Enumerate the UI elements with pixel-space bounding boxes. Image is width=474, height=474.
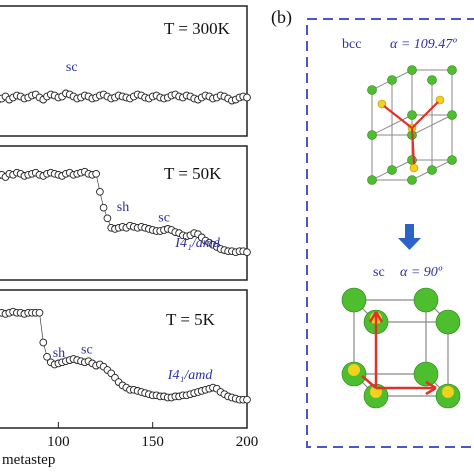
- inset-dashed-box: [306, 18, 474, 448]
- green-atom: [447, 65, 457, 75]
- green-atom: [447, 110, 457, 120]
- phase-annotation: I4₁/amd: [174, 236, 221, 251]
- data-point: [35, 308, 44, 317]
- green-atom: [367, 130, 377, 140]
- panel-300k-label: T = 300K: [164, 19, 231, 38]
- data-point: [39, 338, 48, 347]
- phase-annotation: sc: [66, 60, 78, 75]
- data-point: [243, 248, 251, 257]
- bcc-atoms: [367, 65, 457, 185]
- data-point: [243, 93, 251, 102]
- phase-annotation: sc: [81, 343, 93, 358]
- panel-5k-label: T = 5K: [166, 310, 216, 329]
- crystal-inset: (b) bcc α = 109.47º sc α = 90º: [271, 7, 474, 448]
- phase-annotation: sh: [117, 200, 129, 215]
- data-point: [92, 169, 100, 178]
- bcc-structure-label: bcc: [342, 37, 361, 52]
- bcc-bond-arrow: [383, 105, 413, 129]
- green-atom: [427, 75, 437, 85]
- bcc-bond-arrow: [411, 101, 439, 129]
- yellow-atom: [409, 163, 419, 173]
- inset-panel-label: (b): [271, 7, 292, 28]
- x-tick-label: 100: [47, 434, 70, 450]
- data-point: [103, 214, 112, 223]
- series-layer: [0, 89, 251, 404]
- panel-50k-label: T = 50K: [164, 164, 222, 183]
- annotation-layer: sc sh sc I4₁/amd sh sc I4₁/amd: [53, 60, 221, 383]
- green-atom: [367, 175, 377, 185]
- sc-green-atom: [435, 309, 461, 335]
- sc-yellow-atom: [442, 386, 454, 398]
- green-atom: [387, 165, 397, 175]
- x-tick-label: 200: [236, 434, 259, 450]
- green-atom: [407, 110, 417, 120]
- sc-bonds: [361, 311, 437, 396]
- bcc-bond-arrow: [410, 127, 416, 165]
- sc-green-atom: [413, 287, 439, 313]
- panel-300k-frame: [0, 5, 248, 137]
- sc-green-atom: [413, 361, 439, 387]
- green-atom: [387, 75, 397, 85]
- sc-structure-label: sc: [373, 265, 385, 280]
- sc-atoms: [341, 287, 461, 409]
- data-point: [99, 203, 108, 212]
- sc-yellow-atom: [348, 364, 360, 376]
- panel-5k-frame: [0, 289, 248, 429]
- x-axis-label: metastep: [2, 452, 55, 468]
- data-point: [243, 395, 251, 404]
- x-tick-layer: 100 150 200: [47, 422, 258, 450]
- green-atom: [407, 175, 417, 185]
- x-tick-label: 150: [141, 434, 164, 450]
- phase-annotation: sc: [158, 211, 170, 226]
- green-atom: [407, 65, 417, 75]
- data-point: [96, 187, 104, 196]
- sc-angle-label: α = 90º: [400, 265, 443, 280]
- panel-50k-frame: [0, 145, 248, 281]
- phase-annotation: I4₁/amd: [167, 368, 214, 383]
- transition-arrow: [398, 224, 421, 250]
- green-atom: [427, 165, 437, 175]
- phase-annotation: sh: [53, 346, 65, 361]
- green-atom: [407, 155, 417, 165]
- bcc-angle-label: α = 109.47º: [390, 37, 457, 52]
- green-atom: [367, 85, 377, 95]
- green-atom: [447, 155, 457, 165]
- sc-green-atom: [341, 287, 367, 313]
- data-point: [43, 352, 51, 361]
